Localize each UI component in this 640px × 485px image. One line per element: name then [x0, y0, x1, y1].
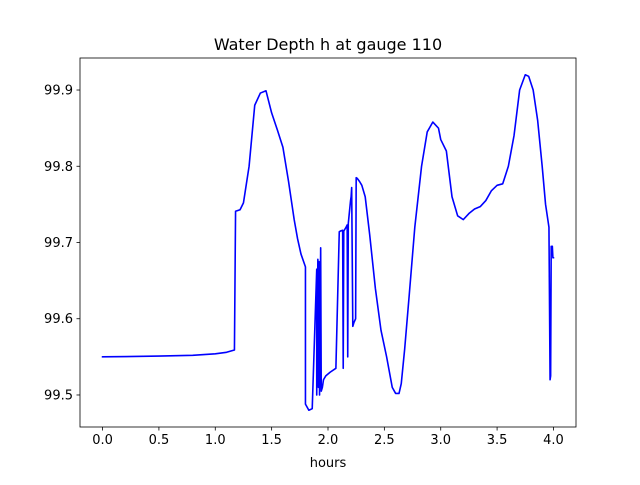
plot-area	[80, 58, 576, 427]
y-tick-label: 99.9	[44, 84, 73, 99]
x-tick-label: 0.0	[92, 433, 113, 448]
x-axis-label: hours	[310, 456, 347, 471]
y-tick-label: 99.8	[44, 160, 73, 175]
x-tick-label: 3.5	[487, 433, 508, 448]
x-tick-label: 4.0	[543, 433, 564, 448]
x-tick-label: 3.0	[430, 433, 451, 448]
x-tick-label: 1.0	[205, 433, 226, 448]
x-tick-label: 1.5	[261, 433, 282, 448]
series-line-water-depth	[101, 73, 555, 412]
y-tick-label: 99.7	[44, 236, 73, 251]
chart-title: Water Depth h at gauge 110	[214, 35, 442, 54]
x-axis-ticks: 0.0 0.5 1.0 1.5 2.0 2.5 3.0 3.5 4.0	[92, 427, 564, 448]
y-tick-label: 99.5	[44, 388, 73, 403]
x-tick-label: 2.5	[374, 433, 395, 448]
y-tick-label: 99.6	[44, 312, 73, 327]
x-tick-label: 2.0	[318, 433, 339, 448]
y-axis-ticks: 99.5 99.6 99.7 99.8 99.9	[44, 84, 80, 403]
axes-frame	[79, 57, 577, 428]
x-tick-label: 0.5	[149, 433, 170, 448]
